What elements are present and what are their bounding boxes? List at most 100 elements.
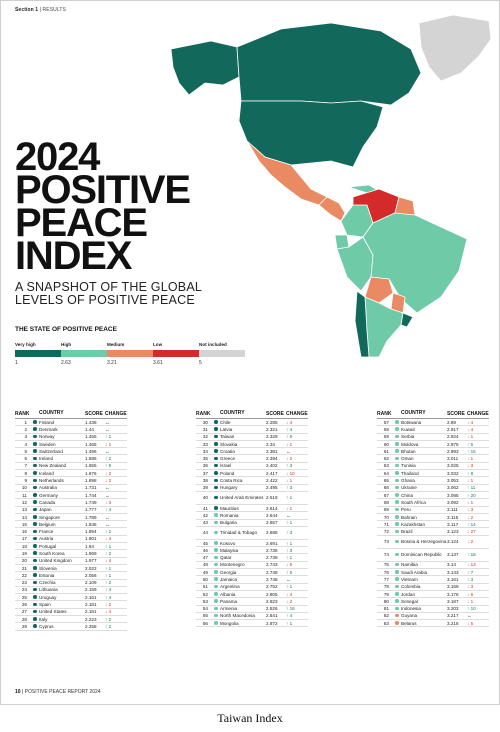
title-positive: POSITIVE (15, 168, 191, 212)
row-rank: 77 (383, 576, 389, 582)
row-rank: 8 (24, 470, 27, 476)
table-row: 30 Chile 2.285 ↓ 4 (196, 419, 308, 427)
row-score: 2.993 (447, 448, 459, 454)
row-score: 3.025 (447, 463, 459, 469)
row-country: Argentina (220, 584, 240, 590)
row-rank: 23 (21, 580, 27, 586)
row-score: 2.823 (266, 598, 278, 604)
row-country: Spain (39, 602, 51, 608)
row-change: ↑ 1 (105, 543, 112, 549)
row-change: ↓ 13 (467, 562, 476, 568)
table-row: 69 Peru 3.111 ↓ 3 (377, 507, 489, 514)
row-change: ↑ 1 (105, 572, 112, 578)
row-country: Chile (220, 419, 231, 425)
page-footer: 10 | POSITIVE PEACE REPORT 2024 (15, 689, 101, 695)
table-row: 63 Tunisia 3.025 ↓ 3 (377, 463, 489, 471)
table-row: 48 Montenegro 2.743 ↓ 5 (196, 562, 308, 570)
header-country: COUNTRY (401, 410, 426, 416)
row-country: Ukraine (401, 485, 417, 491)
row-rank: 40 (202, 495, 208, 501)
table-row: 23 Czechia 2.109 ↑ 2 (15, 580, 127, 587)
legend-color-bar (15, 350, 245, 357)
tier-dot-icon (33, 478, 39, 483)
row-rank: 56 (202, 620, 208, 626)
tier-dot-icon (395, 478, 401, 483)
map-canada (236, 22, 422, 106)
row-score: 3.143 (447, 569, 459, 575)
row-country: Estonia (39, 572, 55, 578)
tier-dot-icon (33, 551, 39, 556)
row-score: 1.44 (85, 426, 94, 432)
row-score: 2.381 (266, 448, 278, 454)
row-rank: 49 (202, 569, 208, 575)
table-row: 31 Latvia 2.321 ↑ 4 (196, 426, 308, 434)
tier-dot-icon (214, 520, 220, 525)
row-change: ↓ 3 (467, 507, 474, 513)
row-change: ↑ 1 (286, 555, 293, 561)
header-change: CHANGE (467, 410, 489, 417)
tier-dot-icon (214, 442, 220, 447)
row-rank: 65 (383, 478, 389, 484)
table-row: 58 Kuwait 2.917 ↓ 4 (377, 426, 489, 434)
tier-dot-icon (214, 506, 220, 511)
row-rank: 28 (21, 616, 27, 622)
tier-dot-icon (33, 493, 39, 498)
row-score: 2.89 (447, 419, 456, 425)
row-rank: 59 (383, 434, 389, 440)
row-score: 2.739 (266, 555, 278, 561)
map-central-america (318, 196, 346, 222)
row-change: ↓ 3 (467, 584, 474, 590)
row-country: Qatar (220, 555, 232, 561)
row-rank: 79 (383, 591, 389, 597)
tier-dot-icon (214, 495, 220, 500)
row-country: Malaysia (220, 547, 239, 553)
row-rank: 61 (383, 448, 389, 454)
row-score: 2.805 (266, 591, 278, 597)
tier-dot-icon (395, 621, 401, 626)
subtitle-line-2: LEVELS OF POSITIVE PEACE (15, 293, 195, 307)
tier-dot-icon (214, 570, 220, 575)
row-change: ↔ (105, 448, 110, 454)
tier-dot-icon (33, 580, 39, 585)
table-row: 10 Australia 1.731 ↔ (15, 485, 127, 492)
table-row: 68 South Africa 3.092 ↓ 1 (377, 499, 489, 507)
row-score: 2.022 (85, 565, 97, 571)
row-change: ↓ 5 (286, 562, 293, 568)
tier-dot-icon (395, 463, 401, 468)
row-rank: 62 (383, 456, 389, 462)
table-row: 79 Jordan 3.176 ↓ 6 (377, 591, 489, 599)
table-row: 61 Bhutan 2.993 ↑ 15 (377, 448, 489, 456)
row-country: Colombia (401, 584, 421, 590)
row-country: Belgium (39, 521, 56, 527)
page-number: 10 (15, 689, 21, 695)
row-country: Australia (39, 485, 57, 491)
tier-dot-icon (214, 599, 220, 604)
row-score: 2.917 (447, 426, 459, 432)
row-rank: 33 (202, 441, 208, 447)
row-country: Greece (220, 456, 236, 462)
map-alaska (170, 40, 240, 96)
table-row: 46 Malaysia 2.738 ↑ 3 (196, 547, 308, 555)
tier-dot-icon (395, 606, 401, 611)
row-country: Mauritius (220, 505, 239, 511)
row-score: 2.748 (266, 576, 278, 582)
tier-dot-icon (214, 621, 220, 626)
row-rank: 71 (383, 521, 389, 527)
row-change: ↓ 1 (467, 434, 474, 440)
row-change: ↑ 11 (467, 485, 476, 491)
row-change: ↑ 2 (105, 529, 112, 535)
row-score: 3.123 (447, 529, 459, 535)
legend-swatch (153, 350, 199, 357)
row-score: 2.738 (266, 547, 278, 553)
tier-dot-icon (33, 558, 39, 563)
row-score: 2.975 (447, 441, 459, 447)
peace-legend: Very high High Medium Low Not included 1 2.63… (15, 342, 245, 366)
row-country: Sweden (39, 441, 56, 447)
row-country: Singapore (39, 514, 60, 520)
tier-dot-icon (395, 449, 401, 454)
row-change: ↑ 18 (467, 552, 476, 558)
row-country: Kosovo (220, 540, 236, 546)
row-score: 3.161 (447, 576, 459, 582)
row-country: Albania (220, 591, 236, 597)
row-rank: 42 (202, 512, 208, 518)
